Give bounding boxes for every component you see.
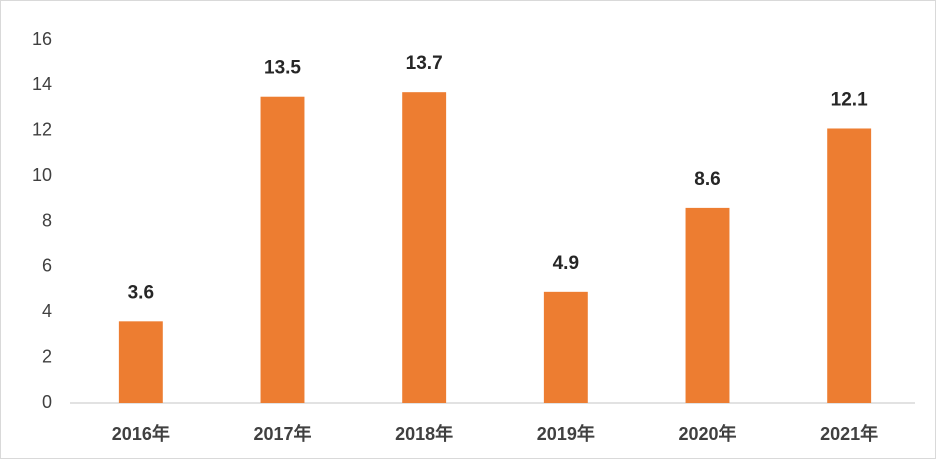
value-label: 12.1 [831,89,868,110]
x-tick-label: 2019年 [537,423,595,444]
y-tick-label: 6 [42,256,52,276]
bar [827,128,872,403]
y-tick-label: 2 [42,346,52,366]
y-tick-label: 12 [32,120,52,140]
bar [685,207,730,403]
y-tick-label: 0 [42,392,52,412]
y-tick-label: 10 [32,165,52,185]
y-tick-label: 8 [42,210,52,230]
x-tick-label: 2018年 [395,423,453,444]
x-tick-label: 2016年 [112,423,170,444]
y-tick-label: 14 [32,74,52,94]
bar [118,321,163,403]
x-tick-label: 2017年 [253,423,311,444]
value-label: 13.7 [406,53,443,74]
value-label: 13.5 [264,58,301,79]
value-label: 4.9 [553,253,579,274]
bar [260,96,305,403]
bar [543,291,588,403]
x-tick-label: 2020年 [678,423,736,444]
y-tick-label: 16 [32,29,52,49]
bar [402,92,447,404]
y-tick-label: 4 [42,301,52,321]
x-tick-label: 2021年 [820,423,878,444]
value-label: 3.6 [128,282,154,303]
value-label: 8.6 [694,169,720,190]
